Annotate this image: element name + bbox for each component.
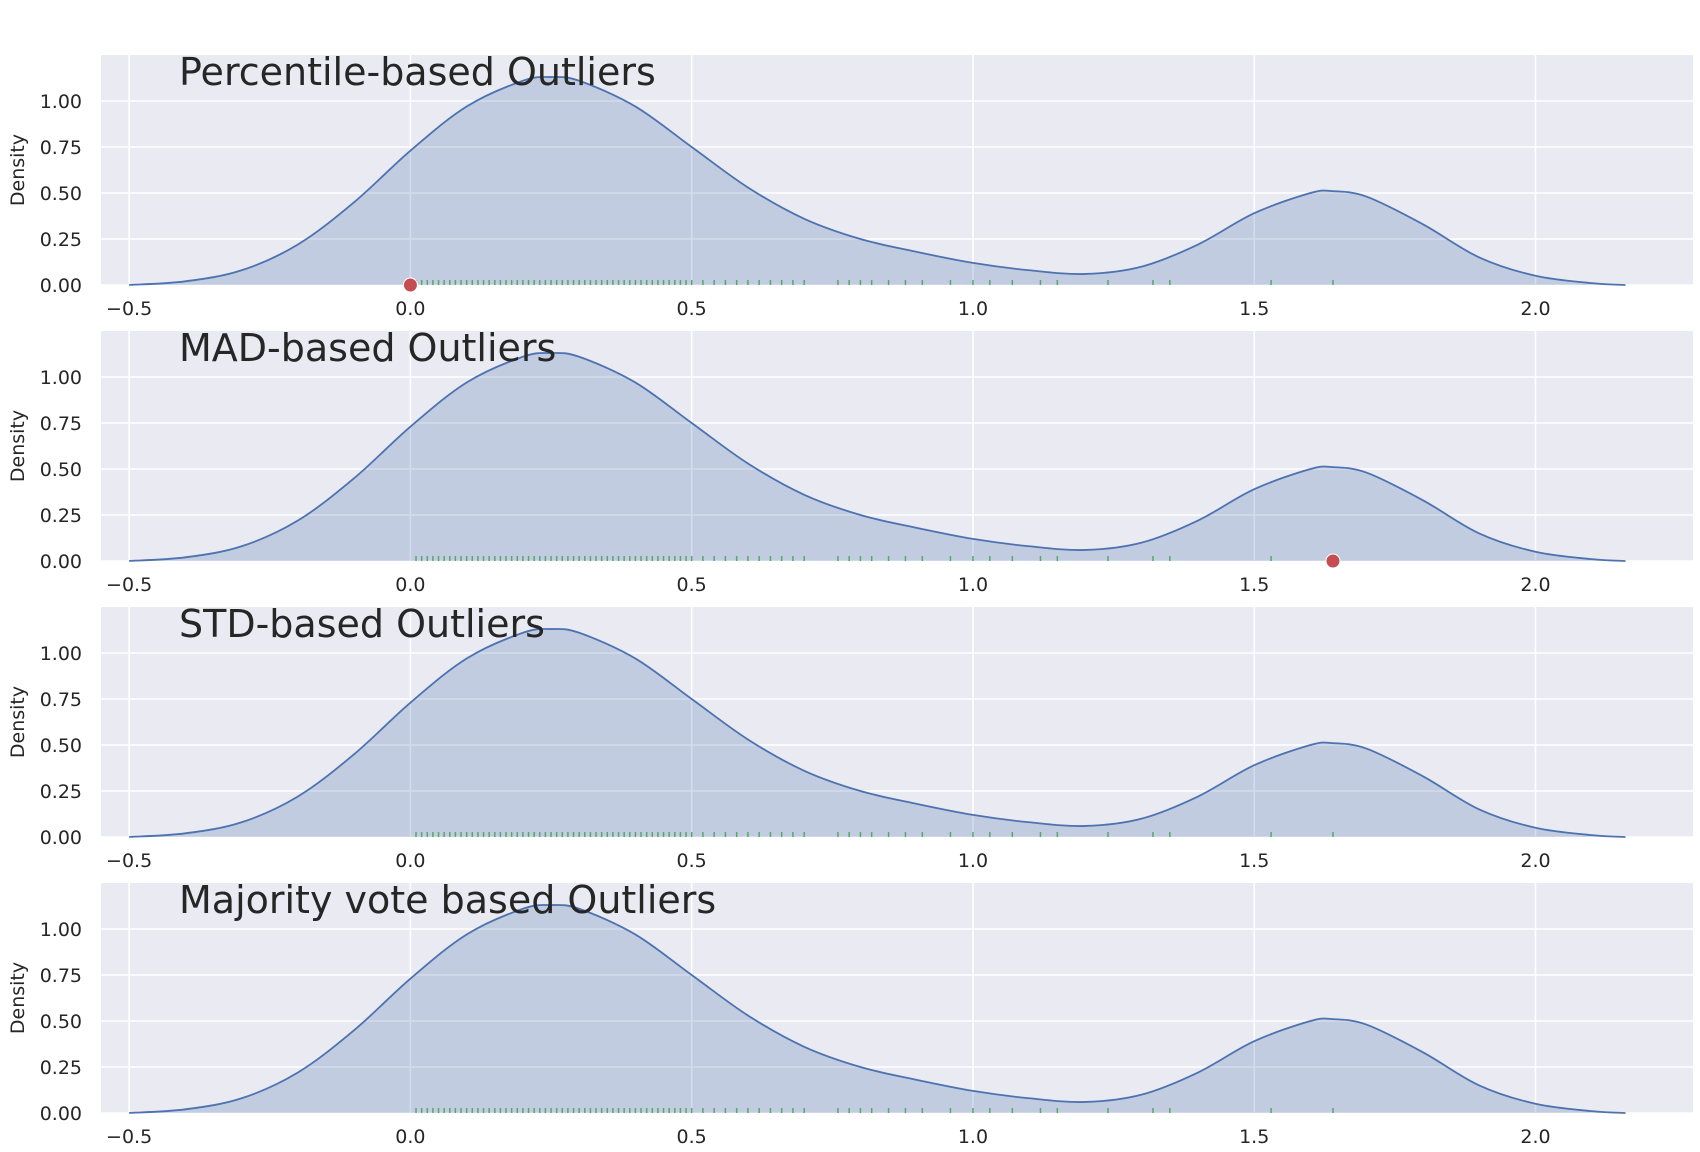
y-axis-label: Density bbox=[7, 410, 29, 482]
subplot-1: −0.5 0.0 0.5 1.0 1.5 2.0 0.00 0.25 0.50 0.75 1.00 D… bbox=[7, 50, 1693, 320]
x-tick-label: 0.5 bbox=[677, 298, 707, 320]
y-tick-label: 0.75 bbox=[40, 965, 82, 987]
y-tick-label: 0.00 bbox=[40, 275, 82, 297]
outlier-point bbox=[402, 277, 418, 293]
kde-fill bbox=[129, 628, 1626, 837]
plot-area bbox=[101, 883, 1693, 1113]
y-tick-label: 0.00 bbox=[40, 1103, 82, 1125]
x-tick-label: 0.0 bbox=[395, 850, 425, 872]
x-tick-label: −0.5 bbox=[106, 1126, 152, 1148]
x-tick-label: 1.0 bbox=[958, 574, 988, 596]
y-tick-label: 0.25 bbox=[40, 781, 82, 803]
kde-line bbox=[129, 904, 1626, 1114]
x-tick-label: 1.0 bbox=[958, 850, 988, 872]
y-tick-label: 0.75 bbox=[40, 689, 82, 711]
y-tick-label: 0.00 bbox=[40, 827, 82, 849]
x-tick-label: 1.5 bbox=[1239, 850, 1269, 872]
y-tick-label: 0.75 bbox=[40, 413, 82, 435]
y-axis-label: Density bbox=[7, 134, 29, 206]
x-tick-label: −0.5 bbox=[106, 298, 152, 320]
x-tick-label: 1.5 bbox=[1239, 298, 1269, 320]
y-tick-label: 0.50 bbox=[40, 183, 82, 205]
subplot-title: MAD-based Outliers bbox=[179, 326, 556, 370]
y-tick-label: 0.25 bbox=[40, 229, 82, 251]
x-tick-label: 0.0 bbox=[395, 574, 425, 596]
y-axis-label: Density bbox=[7, 686, 29, 758]
x-tick-label: 0.0 bbox=[395, 1126, 425, 1148]
subplot-title: Percentile-based Outliers bbox=[179, 50, 656, 94]
y-tick-label: 0.25 bbox=[40, 1057, 82, 1079]
subplot-3: −0.5 0.0 0.5 1.0 1.5 2.0 0.00 0.25 0.50 0.75 1.00 D… bbox=[7, 602, 1693, 872]
subplot-2: −0.5 0.0 0.5 1.0 1.5 2.0 0.00 0.25 0.50 0.75 1.00 D… bbox=[7, 326, 1693, 596]
outlier-point bbox=[1325, 553, 1341, 569]
x-tick-label: 1.5 bbox=[1239, 1126, 1269, 1148]
kde-line bbox=[129, 628, 1626, 838]
x-tick-label: 1.0 bbox=[958, 1126, 988, 1148]
kde-fill bbox=[129, 352, 1626, 561]
x-tick-label: 0.0 bbox=[395, 298, 425, 320]
subplot-title: Majority vote based Outliers bbox=[179, 878, 716, 922]
subplot-4: −0.5 0.0 0.5 1.0 1.5 2.0 0.00 0.25 0.50 0.75 1.00 D… bbox=[7, 878, 1693, 1148]
plot-area bbox=[101, 331, 1693, 561]
y-tick-label: 0.50 bbox=[40, 735, 82, 757]
x-tick-label: −0.5 bbox=[106, 574, 152, 596]
kde-fill bbox=[129, 76, 1626, 286]
plot-area bbox=[101, 607, 1693, 837]
x-tick-label: 2.0 bbox=[1520, 1126, 1550, 1148]
subplot-title: STD-based Outliers bbox=[179, 602, 545, 646]
x-tick-label: 1.0 bbox=[958, 298, 988, 320]
y-tick-label: 1.00 bbox=[40, 91, 82, 113]
kde-line bbox=[129, 76, 1626, 286]
kde-fill bbox=[129, 904, 1626, 1113]
y-tick-label: 0.50 bbox=[40, 459, 82, 481]
x-tick-label: 1.5 bbox=[1239, 574, 1269, 596]
y-tick-label: 0.75 bbox=[40, 137, 82, 159]
y-tick-label: 0.00 bbox=[40, 551, 82, 573]
x-tick-label: 0.5 bbox=[677, 574, 707, 596]
x-tick-label: 0.5 bbox=[677, 1126, 707, 1148]
x-tick-label: 0.5 bbox=[677, 850, 707, 872]
y-tick-label: 1.00 bbox=[40, 367, 82, 389]
kde-line bbox=[129, 352, 1626, 562]
y-tick-label: 0.25 bbox=[40, 505, 82, 527]
x-tick-label: −0.5 bbox=[106, 850, 152, 872]
y-axis-label: Density bbox=[7, 962, 29, 1034]
x-tick-label: 2.0 bbox=[1520, 574, 1550, 596]
x-tick-label: 2.0 bbox=[1520, 298, 1550, 320]
y-tick-label: 1.00 bbox=[40, 643, 82, 665]
y-tick-label: 1.00 bbox=[40, 919, 82, 941]
y-tick-label: 0.50 bbox=[40, 1011, 82, 1033]
x-tick-label: 2.0 bbox=[1520, 850, 1550, 872]
plot-area bbox=[101, 55, 1693, 285]
